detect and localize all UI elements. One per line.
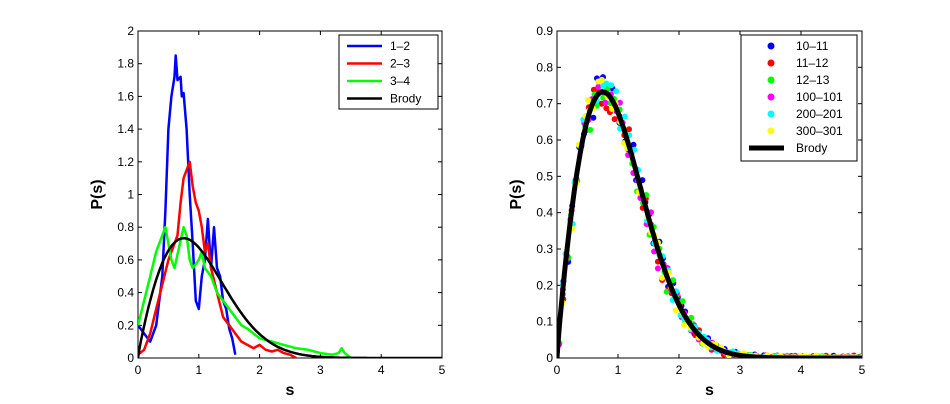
series-line-brody: [557, 89, 862, 358]
y-tick-label: 1.4: [117, 122, 134, 136]
y-tick-label: 0.4: [117, 286, 134, 300]
scatter-point: [630, 141, 637, 148]
x-tick-label: 3: [737, 363, 744, 377]
scatter-point: [608, 82, 615, 89]
legend: 1–2 2–3 3–4 Brody: [338, 34, 439, 110]
legend-label: 12–13: [796, 73, 830, 87]
scatter-point: [590, 114, 597, 121]
y-tick-label: 0.7: [536, 97, 553, 111]
right-chart: 0 1 2 3 4 5 0 0.1 0.2 0.3 0.4 0.5 0.6 0.7 0.8 0.9 s P(s) 1…: [508, 24, 866, 399]
x-tick-label: 4: [798, 363, 805, 377]
x-tick-label: 5: [439, 363, 446, 377]
scatter-point: [598, 76, 605, 83]
series-group: [138, 54, 442, 358]
y-tick-label: 0.6: [536, 133, 553, 147]
y-tick-label: 1.2: [117, 155, 134, 169]
legend-label: 10–11: [796, 39, 829, 53]
legend-label: 1–2: [390, 39, 410, 53]
scatter-point: [621, 113, 628, 120]
y-tick-label: 2: [127, 24, 134, 38]
series-group: [557, 74, 862, 358]
x-tick-label: 3: [317, 363, 324, 377]
y-tick-label: 1.6: [117, 89, 134, 103]
legend-swatch: [767, 93, 775, 101]
x-axis-label: s: [705, 382, 714, 399]
x-tick-label: 1: [195, 363, 202, 377]
scatter-point: [590, 86, 597, 93]
y-tick-label: 0.9: [536, 24, 553, 38]
x-tick-label: 0: [554, 363, 561, 377]
legend-label: 11–12: [796, 56, 829, 70]
legend-label: 100–101: [796, 90, 843, 104]
y-tick-label: 0.2: [117, 318, 134, 332]
legend-label: 300–301: [796, 124, 843, 138]
y-tick-label: 0: [546, 351, 553, 365]
scatter-point: [603, 80, 610, 87]
scatter-point: [603, 105, 610, 112]
y-tick-label: 0.6: [117, 253, 134, 267]
scatter-point: [613, 88, 620, 95]
scatter-point: [611, 116, 618, 123]
scatter-point: [626, 126, 632, 133]
legend-swatch: [767, 42, 775, 50]
y-tick-label: 0: [127, 351, 134, 365]
legend-box: [338, 34, 439, 110]
x-tick-label: 0: [135, 363, 142, 377]
scatter-point: [681, 321, 688, 328]
legend-label: 2–3: [390, 57, 410, 71]
scatter-point: [595, 83, 602, 90]
legend-label: 200–201: [796, 107, 843, 121]
scatter-point: [602, 99, 609, 106]
legend-box: [740, 34, 858, 162]
y-axis-label: P(s): [508, 179, 525, 209]
x-tick-label: 2: [676, 363, 683, 377]
legend-swatch: [767, 127, 775, 135]
legend-label: 3–4: [390, 74, 410, 88]
series-line: [138, 225, 352, 358]
y-tick-label: 0.2: [536, 278, 553, 292]
y-tick-label: 0.4: [536, 206, 553, 220]
x-tick-label: 4: [378, 363, 385, 377]
y-tick-label: 1.8: [117, 57, 134, 71]
legend-label: Brody: [390, 92, 421, 106]
y-axis-label: P(s): [89, 179, 106, 209]
x-tick-label: 5: [859, 363, 866, 377]
series-line: [138, 54, 237, 355]
scatter-point: [679, 298, 686, 305]
legend-swatch: [767, 110, 775, 118]
legend-swatch: [767, 59, 775, 67]
legend-label: Brody: [796, 141, 827, 155]
left-chart: 0 1 2 3 4 5 0 0.2 0.4 0.6 0.8 1 1.2 1.4 1.6 1.8 2 s P(s) 1–…: [89, 24, 446, 399]
legend-swatch: [767, 76, 775, 84]
scatter-point: [659, 274, 666, 281]
series-line-brody: [138, 236, 442, 358]
legend: 10–11 11–12 12–13 100–101 200–201 300–301 Brod…: [740, 34, 858, 162]
scatter-point: [587, 126, 594, 133]
scatter-point: [672, 307, 679, 314]
scatter-point: [585, 97, 592, 103]
y-tick-label: 0.8: [536, 60, 553, 74]
x-tick-label: 2: [256, 363, 263, 377]
y-tick-label: 1: [127, 188, 134, 202]
y-tick-label: 0.3: [536, 242, 553, 256]
x-axis-label: s: [286, 382, 295, 399]
y-tick-label: 0.1: [536, 315, 553, 329]
y-tick-label: 0.5: [536, 169, 553, 183]
scatter-point: [654, 265, 661, 272]
scatter-point: [663, 288, 670, 295]
x-tick-label: 1: [615, 363, 622, 377]
y-tick-label: 0.8: [117, 220, 134, 234]
